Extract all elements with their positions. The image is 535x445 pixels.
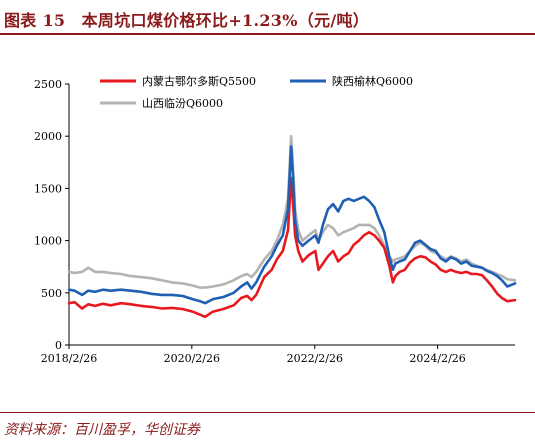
legend-label: 内蒙古鄂尔多斯Q5500 bbox=[142, 74, 256, 88]
source-note: 资料来源：百川盈孚，华创证券 bbox=[4, 422, 200, 438]
x-tick-label: 2020/2/26 bbox=[164, 352, 220, 365]
chart-header: 图表 15 本周坑口煤价格环比+1.23%（元/吨） bbox=[0, 0, 535, 40]
x-tick-label: 2018/2/26 bbox=[41, 352, 97, 365]
series-line bbox=[67, 176, 517, 319]
line-chart: 0 500 1000 1500 2000 2500 2018/2/26 2020/2/26 20… bbox=[34, 74, 517, 365]
x-tick-label: 2022/2/26 bbox=[287, 352, 343, 365]
y-tick-label: 2500 bbox=[34, 78, 62, 91]
source-divider bbox=[0, 412, 535, 413]
title-divider bbox=[0, 33, 535, 35]
x-tick-label: 2024/2/26 bbox=[409, 352, 465, 365]
y-tick-label: 0 bbox=[55, 339, 62, 352]
y-tick-label: 1000 bbox=[34, 235, 62, 248]
chart-title: 图表 15 本周坑口煤价格环比+1.23%（元/吨） bbox=[4, 11, 370, 30]
y-tick-label: 2000 bbox=[34, 130, 62, 143]
y-tick-label: 1500 bbox=[34, 182, 62, 195]
series-line bbox=[67, 145, 517, 305]
legend-label: 陕西榆林Q6000 bbox=[332, 74, 413, 88]
legend-label: 山西临汾Q6000 bbox=[142, 96, 223, 110]
y-tick-label: 500 bbox=[41, 287, 62, 300]
